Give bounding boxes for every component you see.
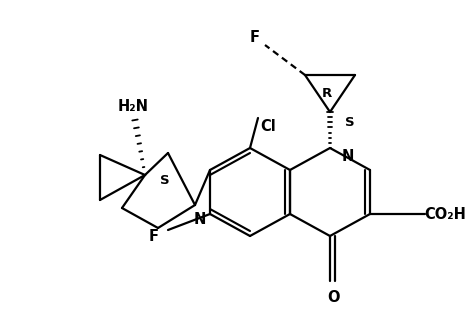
- Text: R: R: [322, 87, 332, 99]
- Text: O: O: [327, 289, 339, 305]
- Text: H₂N: H₂N: [117, 99, 149, 113]
- Text: N: N: [342, 149, 354, 163]
- Text: S: S: [160, 173, 170, 186]
- Text: N: N: [194, 212, 206, 226]
- Text: Cl: Cl: [260, 119, 276, 133]
- Text: CO₂H: CO₂H: [424, 206, 466, 222]
- Text: F: F: [250, 29, 260, 45]
- Text: F: F: [149, 228, 159, 244]
- Text: S: S: [345, 116, 355, 129]
